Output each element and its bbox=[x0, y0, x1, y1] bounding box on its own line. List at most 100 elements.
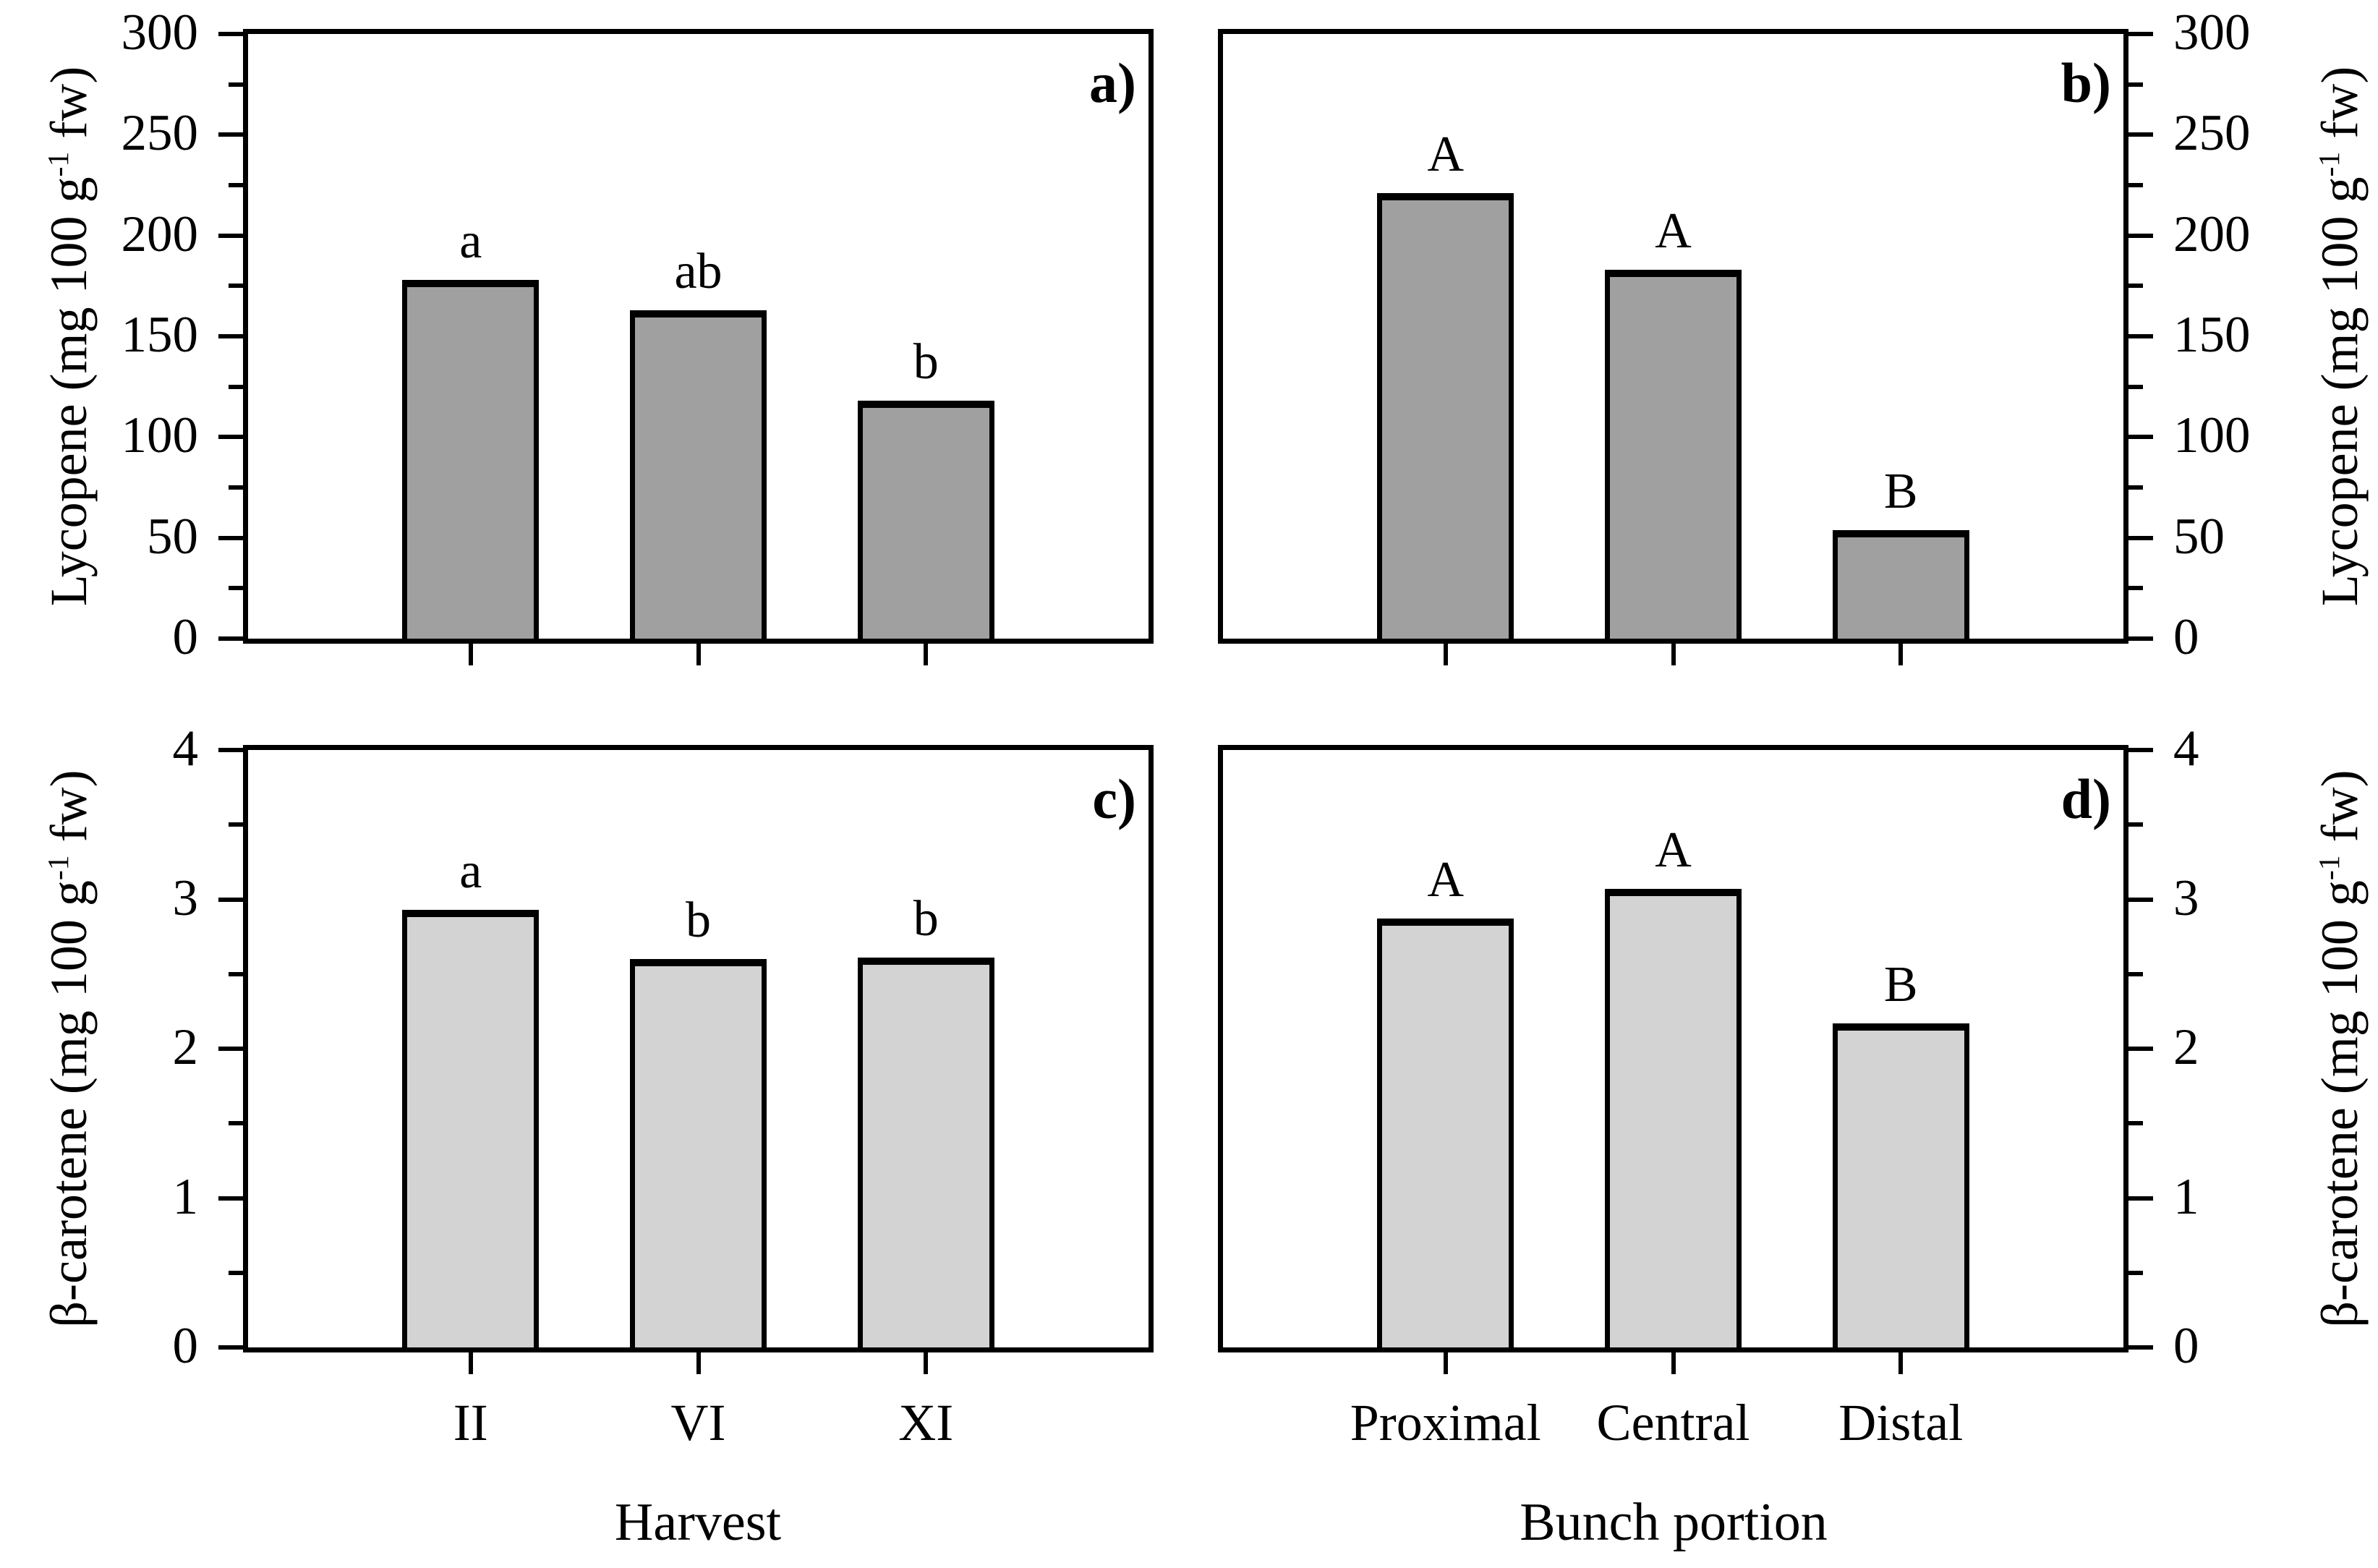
bars-container-d: A A B bbox=[1218, 745, 2128, 1352]
x-tick bbox=[1898, 644, 1904, 665]
x-tick bbox=[1671, 644, 1676, 665]
significance-letter: B bbox=[1883, 464, 1918, 519]
y-minor-tick bbox=[229, 485, 243, 490]
bar bbox=[1377, 919, 1514, 1347]
y-tick-label: 150 bbox=[121, 307, 199, 364]
panel-a: a ab b a) Lycopene (mg 100 g-1 fw) 0 50 100 1… bbox=[40, 7, 1154, 665]
y-minor-tick bbox=[2128, 586, 2143, 590]
y-tick-label: 50 bbox=[147, 508, 198, 566]
y-tick-label: 3 bbox=[2173, 870, 2199, 927]
y-axis-title-a-pre: Lycopene (mg 100 g bbox=[40, 176, 98, 607]
panel-letter-b: b) bbox=[2060, 51, 2111, 114]
significance-letter: ab bbox=[674, 244, 723, 299]
category-label: XI bbox=[898, 1394, 954, 1452]
y-minor-tick bbox=[2128, 183, 2143, 187]
y-major-tick bbox=[2128, 748, 2153, 752]
bar bbox=[1605, 889, 1742, 1347]
y-axis-title-d: β-carotene (mg 100 g-1 fw) bbox=[2311, 770, 2369, 1327]
y-tick-label: 0 bbox=[2173, 1318, 2199, 1375]
y-tick-label: 2 bbox=[172, 1019, 199, 1076]
y-axis-title-a: Lycopene (mg 100 g-1 fw) bbox=[40, 67, 98, 607]
bar bbox=[402, 280, 540, 639]
y-tick-label: 0 bbox=[2173, 609, 2199, 666]
x-tick bbox=[468, 644, 473, 665]
y-minor-tick bbox=[2128, 385, 2143, 389]
y-major-tick bbox=[2128, 536, 2153, 540]
category-label: Proximal bbox=[1350, 1394, 1541, 1452]
y-tick-label: 1 bbox=[2173, 1169, 2199, 1226]
bar bbox=[1832, 530, 1969, 639]
bar bbox=[630, 959, 767, 1347]
x-tick bbox=[1671, 1352, 1676, 1374]
panel-letter-a: a) bbox=[1089, 51, 1136, 114]
y-minor-tick bbox=[229, 1271, 243, 1275]
y-major-tick bbox=[218, 234, 243, 238]
y-major-tick bbox=[2128, 898, 2153, 902]
y-tick-label: 1 bbox=[172, 1169, 199, 1226]
significance-letter: a bbox=[459, 843, 482, 899]
y-axis-title-b-post: fw) bbox=[2311, 66, 2369, 152]
y-minor-tick bbox=[2128, 284, 2143, 288]
y-major-tick bbox=[218, 132, 243, 137]
y-minor-tick bbox=[229, 284, 243, 288]
x-tick bbox=[696, 644, 701, 665]
y-minor-tick bbox=[2128, 485, 2143, 490]
y-tick-label: 150 bbox=[2173, 307, 2251, 364]
y-axis-title-c: β-carotene (mg 100 g-1 fw) bbox=[40, 770, 98, 1327]
y-major-tick bbox=[218, 435, 243, 439]
y-minor-tick bbox=[2128, 1121, 2143, 1125]
y-major-tick bbox=[218, 334, 243, 338]
significance-letter: a bbox=[459, 213, 482, 269]
x-tick bbox=[1443, 644, 1448, 665]
x-axis-title-harvest: Harvest bbox=[614, 1493, 782, 1552]
significance-letter: b bbox=[913, 891, 939, 947]
y-minor-tick bbox=[229, 385, 243, 389]
y-tick-label: 4 bbox=[2173, 720, 2199, 777]
y-tick-label: 300 bbox=[121, 4, 199, 61]
bar bbox=[402, 910, 540, 1347]
y-minor-tick bbox=[229, 586, 243, 590]
y-minor-tick bbox=[2128, 822, 2143, 827]
y-tick-label: 200 bbox=[2173, 206, 2251, 263]
y-axis-title-a-sup: -1 bbox=[42, 151, 75, 177]
y-minor-tick bbox=[2128, 972, 2143, 976]
panel-letter-d: d) bbox=[2060, 767, 2111, 830]
y-tick-label: 0 bbox=[172, 609, 199, 666]
x-tick bbox=[468, 1352, 473, 1374]
y-minor-tick bbox=[2128, 82, 2143, 87]
y-tick-label: 50 bbox=[2173, 508, 2225, 566]
bar bbox=[1377, 193, 1514, 639]
y-minor-tick bbox=[229, 82, 243, 87]
bar bbox=[1832, 1023, 1969, 1347]
x-tick bbox=[924, 1352, 929, 1374]
y-major-tick bbox=[2128, 132, 2153, 137]
significance-letter: A bbox=[1655, 822, 1692, 878]
y-minor-tick bbox=[229, 1121, 243, 1125]
y-axis-title-b-sup: -1 bbox=[2313, 151, 2346, 177]
y-major-tick bbox=[218, 898, 243, 902]
y-tick-label: 250 bbox=[2173, 105, 2251, 162]
category-label: VI bbox=[670, 1394, 726, 1452]
y-axis-title-c-post: fw) bbox=[40, 770, 98, 856]
y-axis-title-d-pre: β-carotene (mg 100 g bbox=[2311, 880, 2369, 1328]
panel-letter-c: c) bbox=[1092, 767, 1136, 830]
category-label: II bbox=[453, 1394, 488, 1452]
y-axis-title-c-pre: β-carotene (mg 100 g bbox=[40, 880, 98, 1328]
y-major-tick bbox=[218, 748, 243, 752]
y-major-tick bbox=[2128, 1196, 2153, 1201]
y-axis-title-d-sup: -1 bbox=[2313, 855, 2346, 881]
y-major-tick bbox=[2128, 334, 2153, 338]
y-major-tick bbox=[2128, 636, 2153, 641]
y-tick-label: 2 bbox=[2173, 1019, 2199, 1076]
significance-letter: A bbox=[1427, 127, 1465, 182]
y-major-tick bbox=[2128, 1047, 2153, 1051]
x-tick bbox=[1898, 1352, 1904, 1374]
x-tick bbox=[696, 1352, 701, 1374]
y-tick-label: 200 bbox=[121, 206, 199, 263]
y-axis-title-b: Lycopene (mg 100 g-1 fw) bbox=[2311, 67, 2369, 607]
significance-letter: A bbox=[1427, 852, 1465, 908]
y-axis-title-d-post: fw) bbox=[2311, 770, 2369, 856]
y-major-tick bbox=[2128, 32, 2153, 36]
y-major-tick bbox=[218, 536, 243, 540]
